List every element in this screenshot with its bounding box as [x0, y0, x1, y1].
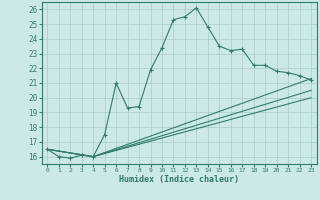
- X-axis label: Humidex (Indice chaleur): Humidex (Indice chaleur): [119, 175, 239, 184]
